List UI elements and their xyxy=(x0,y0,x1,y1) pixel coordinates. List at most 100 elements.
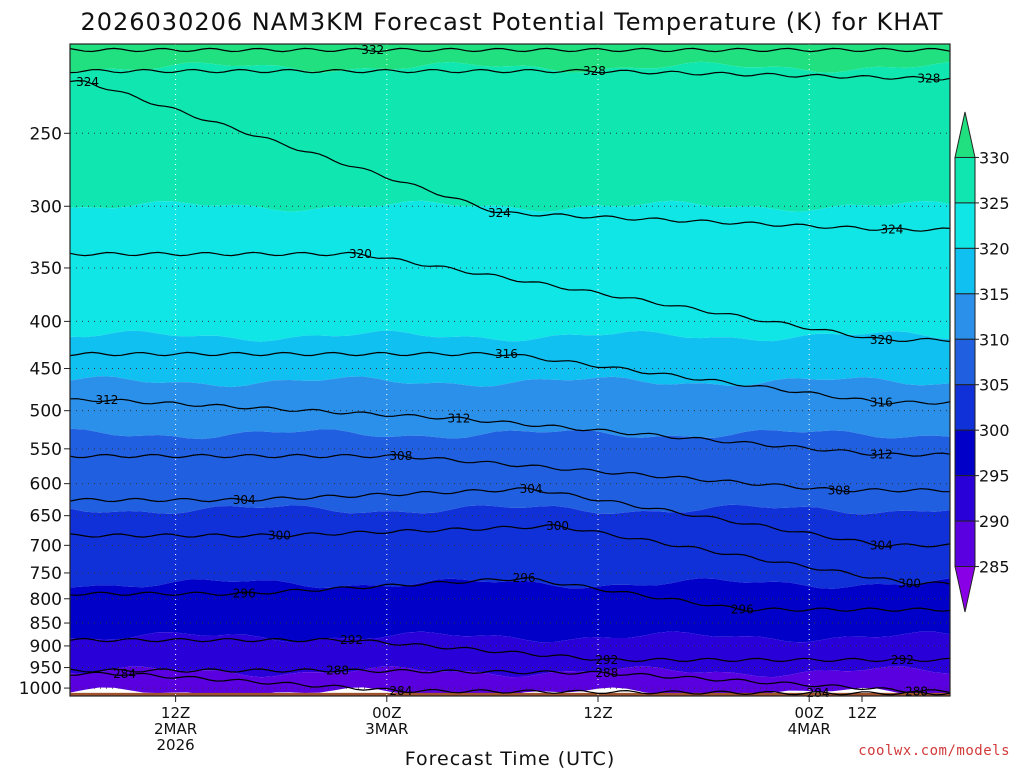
contour-label: 288 xyxy=(905,684,928,698)
theta-band-315 xyxy=(70,330,950,388)
contour-label: 300 xyxy=(546,519,569,533)
pressure-tick-label: 750 xyxy=(30,564,62,584)
contour-label: 288 xyxy=(595,666,618,680)
contour-label: 328 xyxy=(917,71,940,85)
x-axis-label: Forecast Time (UTC) xyxy=(405,748,615,768)
colorbar-swatch xyxy=(954,384,976,431)
colorbar-swatch xyxy=(954,156,976,204)
colorbar-tick-label: 305 xyxy=(979,376,1010,395)
contour-label: 308 xyxy=(828,483,851,497)
pressure-tick-label: 900 xyxy=(30,637,62,657)
pressure-tick-label: 700 xyxy=(30,536,62,556)
plot-area: 332 328 328 324 324 324 320 320 316 316 312 312 312 3… xyxy=(69,43,951,700)
theta-contour-lines xyxy=(70,47,950,696)
colorbar-tick-label: 295 xyxy=(979,467,1010,486)
theta-band-305 xyxy=(70,428,950,515)
colorbar-swatch xyxy=(954,429,976,477)
contour-label: 308 xyxy=(389,449,412,463)
theta-band-300 xyxy=(70,504,950,589)
contour-label: 328 xyxy=(583,64,606,78)
contour-label: 292 xyxy=(595,653,618,667)
pressure-tick-label: 350 xyxy=(30,259,62,279)
colorbar-tick-label: 325 xyxy=(979,194,1010,213)
contour-label: 300 xyxy=(898,576,921,590)
contour-label: 296 xyxy=(513,571,536,585)
contour-label: 300 xyxy=(268,529,291,543)
pressure-tick-label: 550 xyxy=(30,440,62,460)
colorbar-bottom-arrow xyxy=(954,566,976,613)
contour-label: 312 xyxy=(870,448,893,462)
contour-label: 296 xyxy=(233,587,256,601)
site-credit: coolwx.com/models xyxy=(858,743,1010,759)
contour-label: 316 xyxy=(870,396,893,410)
chart-title: 2026030206 NAM3KM Forecast Potential Tem… xyxy=(80,8,943,36)
pressure-tick-label: 650 xyxy=(30,507,62,527)
colorbar-tick-label: 310 xyxy=(979,330,1010,349)
colorbar-tick-label: 285 xyxy=(979,558,1010,577)
colorbar-top-arrow xyxy=(954,111,976,158)
pressure-tick-label: 800 xyxy=(30,590,62,610)
theta-band-320 xyxy=(70,200,950,342)
theta-band-310 xyxy=(70,376,950,440)
contour-line-284 xyxy=(70,671,950,696)
contour-label: 296 xyxy=(731,603,754,617)
colorbar-swatch xyxy=(954,338,976,386)
theta-band-290 xyxy=(70,631,950,678)
theta-filled-contours xyxy=(70,44,950,696)
contour-line-320 xyxy=(70,251,950,343)
contour-label: 292 xyxy=(891,653,914,667)
pressure-tick-label: 400 xyxy=(30,312,62,332)
pressure-tick-label: 450 xyxy=(30,360,62,380)
contour-label: 324 xyxy=(488,206,511,220)
colorbar-swatch xyxy=(954,293,976,340)
pressure-tick-label: 300 xyxy=(30,197,62,217)
contour-label: 292 xyxy=(340,633,363,647)
colorbar-tick-label: 330 xyxy=(979,148,1010,167)
plot-frame xyxy=(69,43,951,697)
contour-line-308 xyxy=(70,453,950,493)
time-tick-label: 12Z xyxy=(161,704,190,722)
time-tick-label: 00Z xyxy=(372,704,401,722)
contour-label: 320 xyxy=(349,247,372,261)
contour-line-328 xyxy=(70,68,950,81)
contour-line-304 xyxy=(70,487,950,548)
gridlines xyxy=(70,44,950,696)
time-tick-label: 00Z xyxy=(795,704,824,722)
contour-label: 288 xyxy=(326,663,349,677)
contour-label: 284 xyxy=(807,686,830,700)
contour-line-324 xyxy=(70,79,950,232)
time-tick-label: 12Z xyxy=(583,704,612,722)
colorbar-swatch xyxy=(954,247,976,295)
ground-strip xyxy=(70,692,950,696)
contour-line-296 xyxy=(70,577,950,612)
contour-label: 320 xyxy=(870,333,893,347)
time-tick-label: 2026 xyxy=(157,736,195,754)
time-tick-label: 3MAR xyxy=(365,720,408,738)
contour-line-292 xyxy=(70,637,950,663)
contour-label: 304 xyxy=(870,538,893,552)
pressure-axis: 250 300 350 400 450 500 550 600 650 700 750 800 850 9… xyxy=(19,124,70,699)
pressure-tick-label: 1000 xyxy=(19,679,62,699)
contour-label: 304 xyxy=(520,482,543,496)
contour-line-312 xyxy=(70,398,950,457)
time-tick-label: 12Z xyxy=(847,704,876,722)
colorbar-swatch xyxy=(954,520,976,568)
pressure-tick-label: 500 xyxy=(30,402,62,422)
theta-band-325 xyxy=(70,61,950,212)
colorbar-swatch xyxy=(954,202,976,249)
colorbar-tick-label: 300 xyxy=(979,421,1010,440)
contour-label: 304 xyxy=(233,493,256,507)
pressure-tick-label: 850 xyxy=(30,614,62,634)
contour-label: 312 xyxy=(96,393,119,407)
time-tick-label: 4MAR xyxy=(788,720,831,738)
contour-label: 284 xyxy=(113,667,136,681)
pressure-tick-label: 950 xyxy=(30,659,62,679)
theta-band-295 xyxy=(70,578,950,643)
contour-label: 316 xyxy=(495,347,518,361)
contour-line-316 xyxy=(70,351,950,405)
contour-label: 324 xyxy=(880,223,903,237)
pressure-tick-label: 600 xyxy=(30,475,62,495)
contour-line-300 xyxy=(70,524,950,586)
contour-line-288 xyxy=(70,668,950,694)
